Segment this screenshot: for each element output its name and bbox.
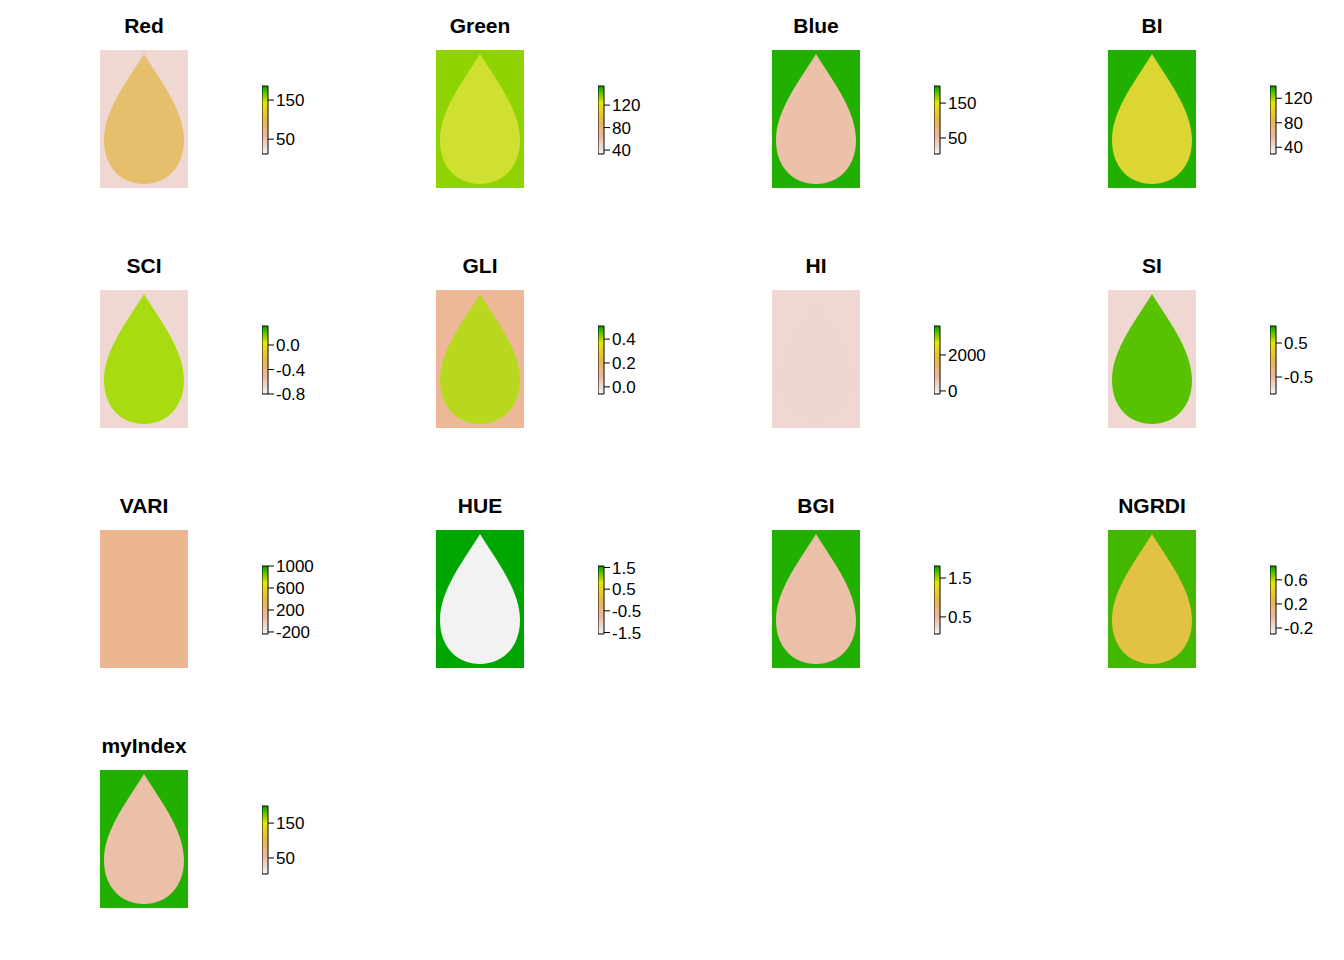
svg-text:0.0: 0.0 [612, 378, 636, 397]
svg-text:-200: -200 [276, 623, 310, 642]
html-text:myIndex: myIndex [101, 734, 187, 757]
svg-text:600: 600 [276, 579, 304, 598]
html-text:HUE: HUE [457, 494, 503, 517]
html-text:BGI: BGI [797, 494, 835, 517]
svg-text:-0.5: -0.5 [1284, 368, 1313, 387]
svg-text:0.5: 0.5 [1284, 334, 1308, 353]
html-text:Green: Green [449, 14, 511, 37]
svg-text:0.2: 0.2 [612, 354, 636, 373]
html-text:Red: Red [124, 14, 164, 37]
svg-text:2000: 2000 [948, 346, 986, 365]
svg-text:50: 50 [276, 130, 295, 149]
html-text:GLI: GLI [462, 254, 498, 277]
svg-text:150: 150 [948, 94, 976, 113]
svg-text:0.4: 0.4 [612, 330, 636, 349]
html-text:BI: BI [1141, 14, 1163, 37]
svg-text:120: 120 [612, 96, 640, 115]
svg-text:-0.4: -0.4 [276, 361, 305, 380]
svg-text:0.0: 0.0 [276, 336, 300, 355]
svg-text:150: 150 [276, 814, 304, 833]
svg-text:200: 200 [276, 601, 304, 620]
svg-text:0.6: 0.6 [1284, 571, 1308, 590]
html-text:HI: HI [805, 254, 827, 277]
svg-text:-0.8: -0.8 [276, 385, 305, 404]
html-text:Blue: Blue [793, 14, 839, 37]
svg-text:120: 120 [1284, 89, 1312, 108]
svg-text:80: 80 [612, 119, 631, 138]
svg-text:1.5: 1.5 [612, 559, 636, 578]
svg-text:1.5: 1.5 [948, 569, 972, 588]
svg-text:40: 40 [612, 141, 631, 160]
svg-text:50: 50 [948, 129, 967, 148]
svg-text:150: 150 [276, 91, 304, 110]
svg-text:-1.5: -1.5 [612, 624, 641, 643]
svg-text:0: 0 [948, 382, 957, 401]
svg-text:0.2: 0.2 [1284, 595, 1308, 614]
html-text:VARI: VARI [119, 494, 169, 517]
svg-text:1000: 1000 [276, 557, 314, 576]
svg-text:50: 50 [276, 849, 295, 868]
svg-text:40: 40 [1284, 138, 1303, 157]
svg-text:-0.2: -0.2 [1284, 619, 1313, 638]
html-text:SI: SI [1142, 254, 1162, 277]
svg-text:0.5: 0.5 [612, 580, 636, 599]
svg-text:-0.5: -0.5 [612, 602, 641, 621]
svg-text:0.5: 0.5 [948, 608, 972, 627]
html-text:SCI: SCI [126, 254, 162, 277]
svg-text:80: 80 [1284, 114, 1303, 133]
html-text:NGRDI: NGRDI [1118, 494, 1186, 517]
